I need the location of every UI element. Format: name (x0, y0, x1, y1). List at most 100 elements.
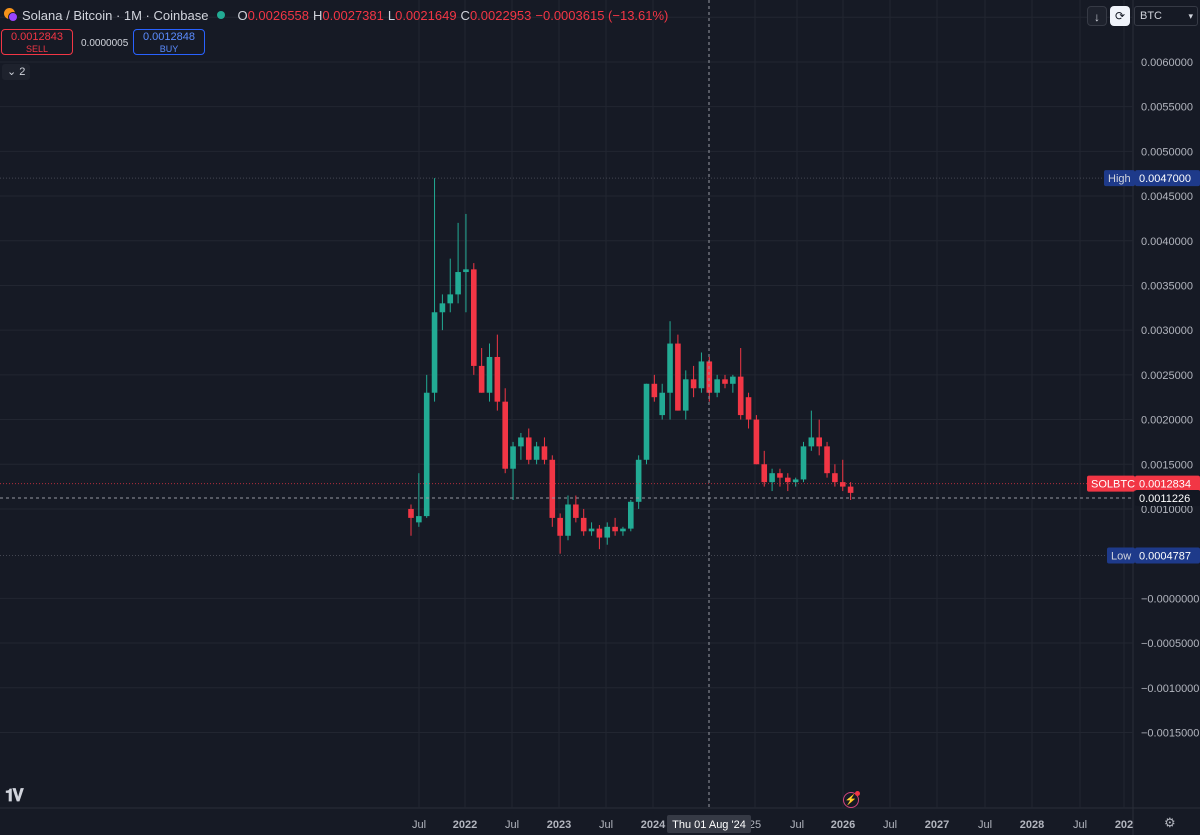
candle-body (659, 392, 665, 416)
candle (722, 374, 728, 389)
candle (565, 495, 571, 541)
y-tick-label: 0.0040000 (1141, 236, 1193, 248)
candle-body (792, 479, 799, 483)
low-label-tag-bg (1107, 547, 1135, 564)
candle (667, 321, 673, 420)
y-tick-label: 0.0050000 (1141, 146, 1193, 158)
crosshair-price-tag-bg (1135, 489, 1200, 506)
candle (471, 263, 477, 375)
x-tick-label: Jul (505, 819, 519, 831)
close-key: C (460, 7, 470, 23)
candle (431, 178, 438, 402)
candle (416, 473, 422, 527)
y-tick-label: 0.0015000 (1141, 459, 1193, 471)
candle (730, 374, 736, 393)
change-value: −0.0003615 (−13.61%) (535, 7, 669, 23)
candle-body (486, 356, 493, 393)
candle-body (604, 526, 611, 538)
x-tick-label: Jul (978, 819, 992, 831)
candle-body (416, 516, 422, 523)
candle-body (730, 376, 736, 384)
candle (439, 294, 446, 331)
low-label-tag: Low (1111, 551, 1131, 563)
candle-body (682, 379, 689, 411)
candle (800, 441, 807, 483)
candle-body (667, 343, 673, 393)
candle-body (714, 379, 720, 393)
time-axis[interactable]: Jul 2022 Jul 2023 Jul 2024 25 Jul 2026 Jul 2027 Jul… (412, 819, 1133, 831)
lightning-icon[interactable]: ⚡ (843, 792, 859, 808)
x-tick-label: 2022 (453, 819, 477, 831)
candle (839, 459, 846, 492)
chart-overlays (0, 0, 1133, 808)
compare-icon[interactable]: ⟳ (1110, 6, 1130, 26)
tradingview-logo-icon[interactable]: 𝟏𝐕 (5, 786, 24, 805)
candle (635, 455, 642, 509)
gear-icon[interactable]: ⚙ (1164, 815, 1176, 830)
x-tick-label: 2023 (547, 819, 571, 831)
sell-price: 0.0012843 (11, 31, 63, 43)
candle (486, 343, 493, 402)
candle-body (698, 361, 705, 389)
candle-body (596, 528, 603, 538)
x-tick-label: 2026 (831, 819, 855, 831)
buy-button[interactable]: 0.0012848 BUY (133, 29, 205, 55)
candle (761, 450, 768, 487)
sell-button[interactable]: 0.0012843 SELL (1, 29, 73, 55)
candle (494, 334, 501, 411)
symbol-title[interactable]: Solana / Bitcoin · 1M · Coinbase (22, 7, 209, 23)
high-value-tag-bg (1135, 170, 1200, 187)
symbol-tag: SOLBTC (1091, 479, 1135, 491)
x-tick-label: Jul (412, 819, 426, 831)
low-value-tag-bg (1135, 547, 1200, 564)
candle-body (471, 269, 477, 366)
candle (675, 334, 681, 411)
y-tick-label: 0.0025000 (1141, 370, 1193, 382)
currency-select[interactable]: BTC ▾ (1134, 6, 1198, 26)
high-value-tag: 0.0047000 (1139, 173, 1191, 185)
candle (777, 468, 783, 487)
candle-body (518, 437, 524, 447)
indicators-toggle[interactable]: ⌄ 2 (2, 64, 31, 80)
candle (408, 504, 414, 536)
candle-body (706, 361, 713, 393)
candle (533, 441, 540, 465)
candle-body (675, 343, 681, 411)
candle-body (447, 294, 454, 304)
x-tick-label: Jul (599, 819, 613, 831)
candle (785, 473, 791, 492)
candle-body (525, 437, 532, 460)
candle (580, 508, 587, 536)
candle (824, 441, 830, 478)
candle-body (557, 517, 563, 536)
candle (792, 477, 799, 487)
sell-label: SELL (25, 44, 49, 54)
x-tick-label: 2024 (641, 819, 666, 831)
candle-body (847, 486, 854, 493)
candle (596, 525, 603, 550)
low-value-tag: 0.0004787 (1139, 551, 1191, 563)
price-axis[interactable]: 0.00650000.00600000.00550000.00500000.00… (1141, 12, 1199, 739)
candle (620, 526, 626, 536)
down-arrow-icon[interactable]: ↓ (1087, 6, 1107, 26)
candle (651, 374, 658, 402)
candle (643, 383, 650, 465)
candle (682, 370, 689, 420)
market-status-icon[interactable] (217, 11, 226, 19)
y-tick-label: 0.0060000 (1141, 57, 1193, 69)
candle (604, 522, 611, 545)
y-tick-label: 0.0045000 (1141, 191, 1193, 203)
candle (447, 258, 454, 313)
candle-body (549, 459, 556, 518)
candle-body (408, 508, 414, 518)
candle (455, 222, 461, 304)
candle (478, 348, 485, 393)
candle-body (439, 303, 446, 313)
y-tick-label: 0.0010000 (1141, 504, 1193, 516)
candle (628, 500, 634, 532)
candle-body (588, 528, 595, 532)
y-tick-label: 0.0030000 (1141, 325, 1193, 337)
candle (525, 428, 532, 465)
